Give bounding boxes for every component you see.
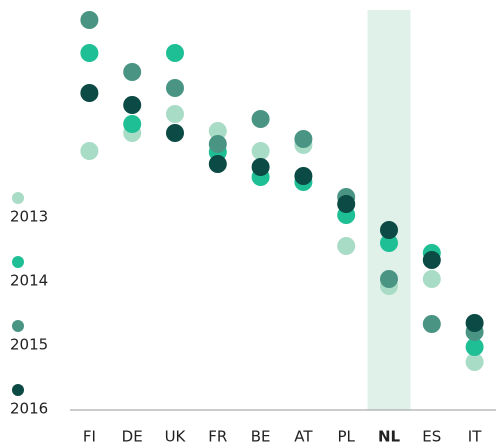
dot xyxy=(80,84,99,102)
x-tick-label: AT xyxy=(294,428,313,446)
x-tick-label: NL xyxy=(378,428,401,446)
dot xyxy=(123,115,142,133)
legend-marker xyxy=(12,384,24,396)
legend-label: 2016 xyxy=(10,400,48,418)
dot xyxy=(380,270,398,288)
dot xyxy=(465,338,484,356)
x-tick-label: BE xyxy=(251,428,271,446)
dot xyxy=(294,130,313,148)
dot xyxy=(465,353,484,371)
dot xyxy=(208,155,227,173)
dot xyxy=(251,158,270,176)
x-tick-label: FI xyxy=(83,428,96,446)
dot xyxy=(380,234,398,252)
dot xyxy=(465,314,484,332)
dot xyxy=(166,105,184,123)
x-tick-label: PL xyxy=(337,428,355,446)
legend-label: 2014 xyxy=(10,272,48,290)
dot xyxy=(337,237,356,255)
dot xyxy=(337,195,356,213)
x-tick-label: ES xyxy=(422,428,441,446)
highlight-band xyxy=(367,10,411,410)
dot xyxy=(422,315,441,333)
dot xyxy=(422,251,441,269)
x-tick-label: FR xyxy=(208,428,227,446)
dot xyxy=(208,135,227,153)
dot xyxy=(80,142,99,160)
dot xyxy=(166,44,184,62)
dot xyxy=(251,142,270,160)
dot xyxy=(380,221,398,239)
legend-label: 2013 xyxy=(10,208,48,226)
legend-label: 2015 xyxy=(10,336,48,354)
x-tick-label: UK xyxy=(165,428,187,446)
legend-marker xyxy=(12,192,24,204)
x-tick-label: DE xyxy=(122,428,143,446)
dot xyxy=(123,96,142,114)
dot xyxy=(166,124,184,142)
x-tick-label: IT xyxy=(468,428,482,446)
dot xyxy=(208,122,227,140)
dot xyxy=(294,167,313,185)
dot xyxy=(80,44,99,62)
dot xyxy=(166,79,184,97)
legend-marker xyxy=(12,256,24,268)
dot xyxy=(123,63,142,81)
legend-marker xyxy=(12,320,24,332)
dot xyxy=(422,270,441,288)
dot xyxy=(251,110,270,128)
dot xyxy=(80,11,99,29)
